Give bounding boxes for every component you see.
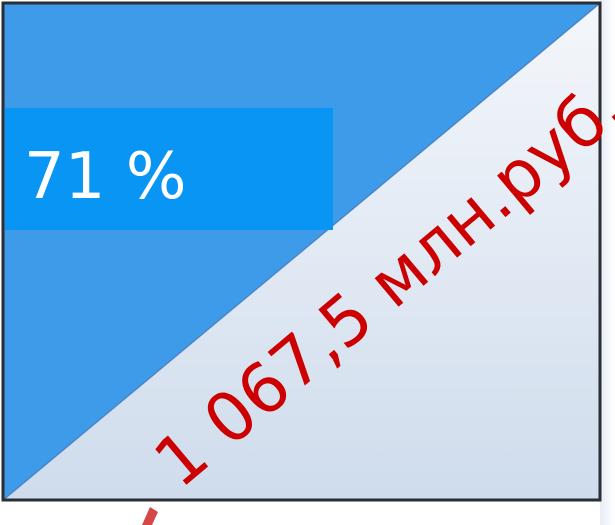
label-box (5, 108, 333, 230)
decor-mark (142, 507, 158, 525)
frame (1, 1, 602, 502)
percent-label: 71 % (24, 140, 187, 214)
side-shade (600, 0, 615, 525)
diagonal (2, 2, 601, 501)
